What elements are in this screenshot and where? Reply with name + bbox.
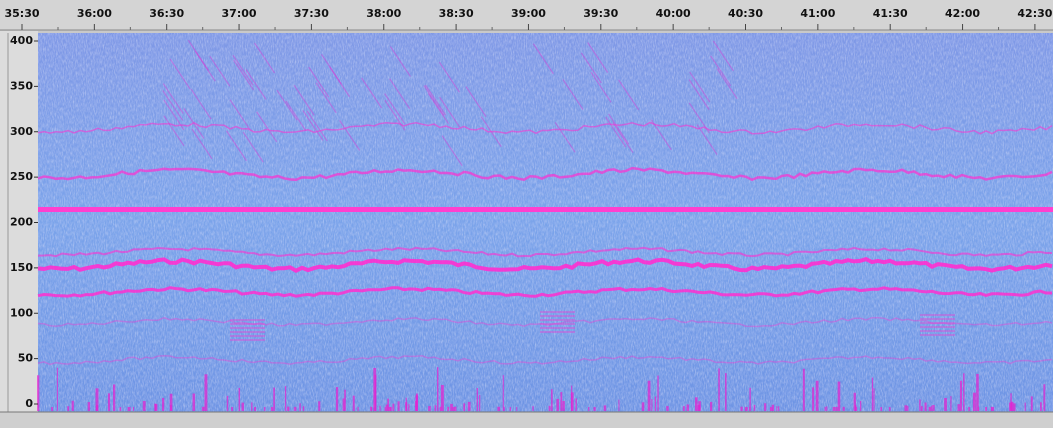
time-label: 36:00 [77, 7, 112, 20]
time-label: 42:30 [1017, 7, 1052, 20]
frequency-label: 150 [10, 261, 33, 274]
time-label: 35:30 [4, 7, 39, 20]
time-label: 41:30 [873, 7, 908, 20]
time-label: 37:30 [294, 7, 329, 20]
spectrogram-noise [38, 33, 1053, 412]
frequency-label: 350 [10, 79, 33, 92]
time-label: 41:00 [800, 7, 835, 20]
frequency-label: 300 [10, 125, 33, 138]
frequency-label: 250 [10, 170, 33, 183]
time-label: 37:00 [222, 7, 257, 20]
time-label: 38:30 [439, 7, 474, 20]
time-label: 36:30 [149, 7, 184, 20]
frequency-label: 0 [25, 397, 33, 410]
frequency-label: 50 [18, 352, 34, 365]
time-label: 40:30 [728, 7, 763, 20]
time-label: 40:00 [656, 7, 691, 20]
frequency-label: 400 [10, 34, 33, 47]
constant-tone [38, 207, 1053, 212]
time-label: 39:30 [583, 7, 618, 20]
time-label: 38:00 [366, 7, 401, 20]
frequency-label: 100 [10, 306, 33, 319]
time-label: 39:00 [511, 7, 546, 20]
frequency-label: 200 [10, 216, 33, 229]
spectrogram-window: 35:30 36:00 36:30 37:00 37:30 38:00 38:30 39:00… [0, 0, 1053, 428]
time-label: 42:00 [945, 7, 980, 20]
bottom-bar [0, 412, 1053, 428]
